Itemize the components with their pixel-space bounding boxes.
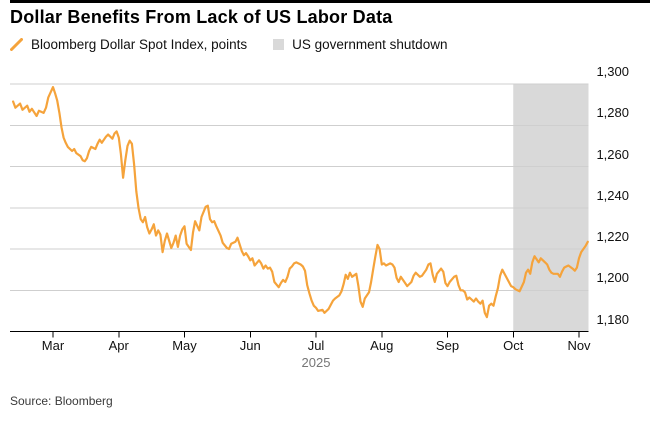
legend-label-shutdown: US government shutdown xyxy=(292,36,448,52)
legend-item-shutdown: US government shutdown xyxy=(273,37,447,52)
line-series-marker-icon xyxy=(10,37,23,51)
y-axis-label: 1,220 xyxy=(596,229,629,244)
chart-title: Dollar Benefits From Lack of US Labor Da… xyxy=(10,7,393,27)
y-axis-label: 1,300 xyxy=(596,64,629,79)
legend: Bloomberg Dollar Spot Index, points US g… xyxy=(10,36,447,52)
y-axis-label: 1,280 xyxy=(596,105,629,121)
source-note: Source: Bloomberg xyxy=(10,394,113,408)
top-rule xyxy=(10,0,650,3)
x-axis-label: Mar xyxy=(41,338,65,353)
x-axis-label: Jun xyxy=(239,338,261,353)
legend-label-index: Bloomberg Dollar Spot Index, points xyxy=(31,36,248,52)
x-axis-label: Jul xyxy=(307,338,325,353)
x-axis-label: Nov xyxy=(567,338,591,353)
x-axis-label: Sep xyxy=(435,338,460,353)
x-axis-label: May xyxy=(172,338,197,353)
y-axis-label: 1,240 xyxy=(596,187,629,203)
x-axis-year-label: 2025 xyxy=(301,355,331,370)
y-axis-label: 1,260 xyxy=(596,146,629,162)
x-axis-label: Apr xyxy=(108,338,129,353)
y-axis-label: 1,180 xyxy=(596,311,629,327)
legend-item-index: Bloomberg Dollar Spot Index, points xyxy=(10,37,247,52)
x-axis-label: Aug xyxy=(370,338,394,353)
index-line xyxy=(12,86,589,319)
x-axis-label: Oct xyxy=(503,338,524,353)
shutdown-band-swatch-icon xyxy=(273,38,285,50)
y-axis-label: 1,200 xyxy=(596,270,629,286)
